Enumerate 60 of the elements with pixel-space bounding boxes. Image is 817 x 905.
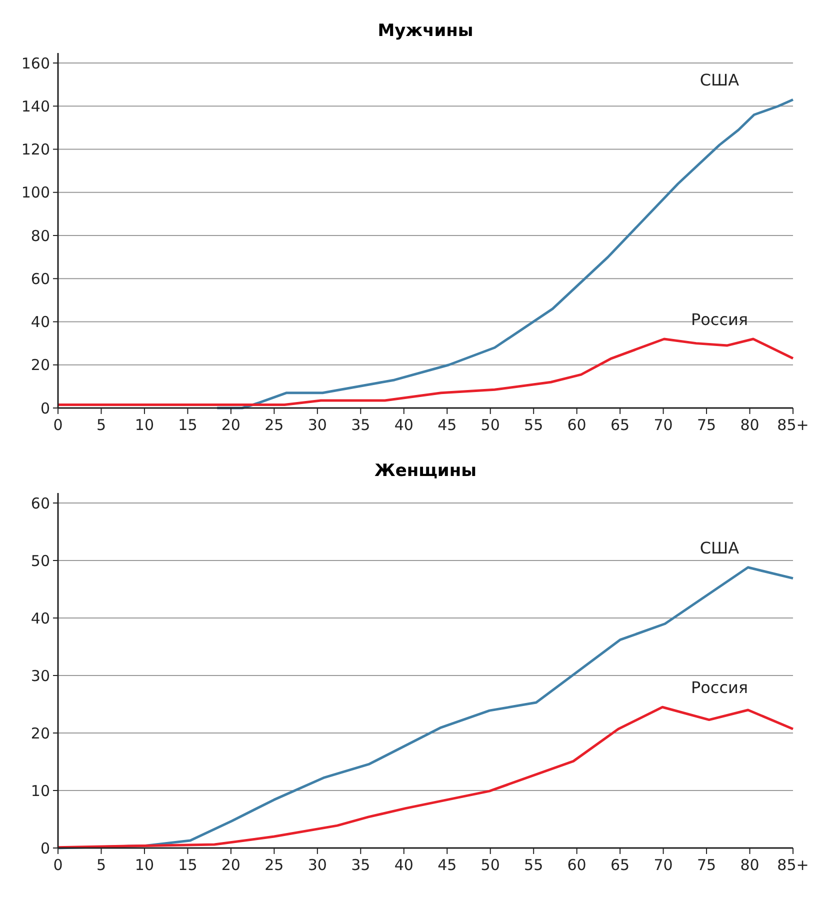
x-tick-label: 75: [696, 856, 716, 874]
y-tick-label: 60: [30, 494, 50, 512]
x-tick-label: 65: [610, 856, 630, 874]
y-tick-label: 120: [21, 140, 50, 158]
x-tick-label: 5: [96, 856, 106, 874]
x-tick-label: 20: [221, 416, 240, 434]
y-tick-label: 80: [30, 226, 50, 245]
x-tick-label: 40: [394, 856, 414, 874]
chart-title: Женщины: [374, 461, 476, 481]
y-tick-label: 50: [30, 552, 50, 570]
x-tick-label: 85+: [777, 416, 809, 434]
x-tick-label: 15: [178, 856, 198, 874]
y-tick-label: 40: [30, 313, 50, 331]
series-label: Россия: [690, 678, 748, 698]
x-tick-label: 25: [264, 416, 284, 434]
x-tick-label: 35: [351, 856, 370, 874]
x-tick-label: 50: [480, 856, 500, 874]
x-tick-label: 55: [524, 416, 544, 434]
y-tick-label: 10: [30, 782, 50, 800]
x-tick-label: 85+: [777, 856, 809, 874]
x-tick-label: 80: [740, 856, 760, 874]
x-tick-label: 80: [740, 416, 760, 434]
x-tick-label: 20: [221, 856, 240, 874]
x-tick-label: 15: [178, 416, 198, 434]
y-tick-label: 30: [30, 666, 50, 685]
y-tick-label: 160: [21, 54, 50, 72]
x-tick-label: 35: [351, 416, 370, 434]
x-tick-label: 25: [264, 856, 284, 874]
x-tick-label: 45: [438, 416, 457, 434]
y-tick-label: 20: [30, 356, 50, 374]
x-tick-label: 30: [308, 856, 327, 874]
y-tick-label: 100: [21, 184, 50, 202]
series-label: Россия: [690, 310, 748, 329]
x-tick-label: 65: [610, 416, 630, 434]
x-tick-label: 10: [134, 416, 154, 434]
x-tick-label: 70: [654, 856, 673, 874]
x-tick-label: 5: [96, 416, 106, 434]
y-tick-label: 0: [40, 399, 50, 418]
y-tick-label: 140: [21, 97, 50, 116]
x-tick-label: 10: [134, 856, 154, 874]
x-tick-label: 60: [567, 416, 586, 434]
y-tick-label: 0: [40, 839, 50, 858]
series-label: США: [700, 538, 740, 558]
x-tick-label: 50: [480, 416, 500, 434]
y-tick-label: 60: [30, 270, 50, 288]
x-tick-label: 55: [524, 856, 544, 874]
series-label: США: [700, 70, 740, 90]
x-tick-label: 75: [696, 416, 716, 434]
x-tick-label: 60: [567, 856, 586, 874]
y-tick-label: 40: [30, 609, 50, 628]
line-series: [56, 338, 794, 406]
y-tick-label: 20: [30, 724, 50, 742]
x-tick-label: 0: [53, 416, 63, 434]
x-tick-label: 45: [438, 856, 457, 874]
x-tick-label: 40: [394, 416, 414, 434]
x-tick-label: 70: [654, 416, 673, 434]
line-series: [216, 98, 794, 410]
x-tick-label: 0: [53, 856, 63, 874]
x-tick-label: 30: [308, 416, 327, 434]
chart-title: Мужчины: [378, 21, 474, 41]
